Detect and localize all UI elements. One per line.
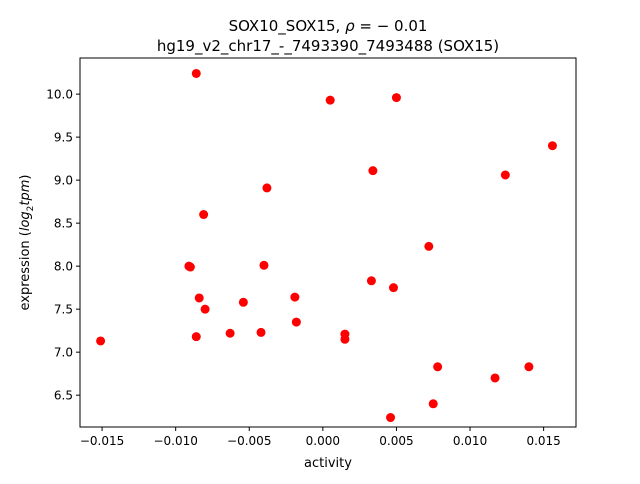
data-point bbox=[200, 304, 210, 314]
data-point bbox=[290, 292, 300, 302]
x-axis-ticks: −0.015 −0.010 −0.005 0.000 0.005 0.010 0.015 bbox=[80, 427, 561, 448]
y-axis-label: expression (log2tpm) bbox=[18, 175, 36, 311]
data-point bbox=[259, 260, 269, 270]
data-point bbox=[340, 334, 350, 344]
x-tick-label: −0.015 bbox=[80, 434, 124, 448]
x-tick-label: −0.005 bbox=[227, 434, 271, 448]
data-point bbox=[386, 413, 396, 423]
data-point bbox=[262, 183, 272, 193]
data-point bbox=[238, 297, 248, 307]
y-tick-label: 7.0 bbox=[54, 346, 73, 360]
data-point bbox=[547, 141, 557, 151]
y-tick-label: 9.5 bbox=[54, 131, 73, 145]
data-point bbox=[490, 373, 500, 383]
chart-title-line2: hg19_v2_chr17_-_7493390_7493488 (SOX15) bbox=[157, 37, 499, 56]
data-point bbox=[524, 362, 534, 372]
y-axis-ticks: 6.5 7.0 7.5 8.0 8.5 9.0 9.5 10.0 bbox=[46, 88, 80, 403]
x-axis-label: activity bbox=[304, 456, 352, 471]
x-tick-label: −0.010 bbox=[153, 434, 197, 448]
y-tick-label: 8.5 bbox=[54, 217, 73, 231]
data-point bbox=[199, 210, 209, 220]
x-tick-label: 0.010 bbox=[453, 434, 487, 448]
x-tick-label: 0.005 bbox=[379, 434, 413, 448]
y-tick-label: 10.0 bbox=[46, 88, 73, 102]
data-point bbox=[368, 166, 378, 176]
y-tick-label: 6.5 bbox=[54, 389, 73, 403]
data-points bbox=[96, 68, 557, 423]
chart-title-line1: SOX10_SOX15, ρ = − 0.01 bbox=[229, 17, 428, 36]
data-point bbox=[325, 95, 335, 105]
data-point bbox=[191, 332, 201, 342]
x-tick-label: 0.015 bbox=[526, 434, 560, 448]
data-point bbox=[424, 241, 434, 251]
data-point bbox=[291, 317, 301, 327]
data-point bbox=[191, 68, 201, 78]
data-point bbox=[391, 93, 401, 103]
plot-area-frame bbox=[79, 57, 577, 428]
data-point bbox=[225, 328, 235, 338]
data-point bbox=[96, 336, 106, 346]
x-tick-label: 0.000 bbox=[306, 434, 340, 448]
data-point bbox=[500, 170, 510, 180]
data-point bbox=[428, 399, 438, 409]
y-tick-label: 9.0 bbox=[54, 174, 73, 188]
y-tick-label: 8.0 bbox=[54, 260, 73, 274]
data-point bbox=[194, 293, 204, 303]
data-point bbox=[256, 327, 266, 337]
data-point bbox=[388, 283, 398, 293]
data-point bbox=[433, 362, 443, 372]
data-point bbox=[366, 276, 376, 286]
y-tick-label: 7.5 bbox=[54, 303, 73, 317]
data-point bbox=[185, 262, 195, 272]
